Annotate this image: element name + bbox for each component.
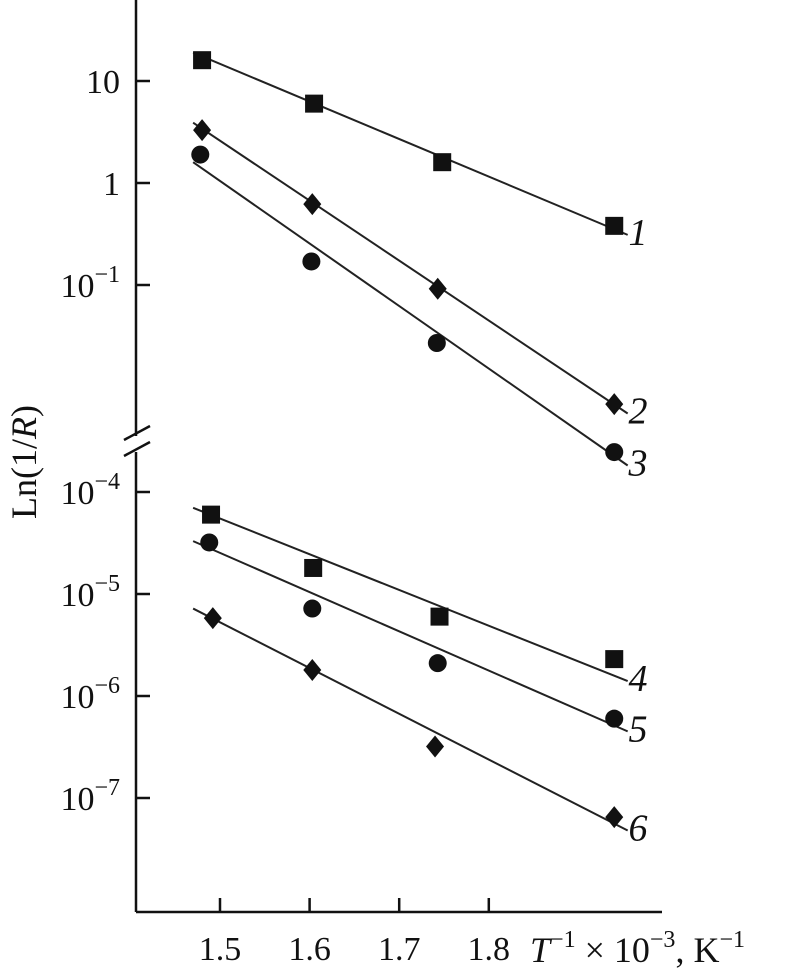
data-point-series-3 [302,252,321,271]
series-label-6: 6 [629,808,648,850]
x-tick-label: 1.8 [468,931,511,968]
data-markers [191,51,624,829]
data-point-series-3 [605,443,624,462]
fit-line-series-5 [192,540,629,733]
data-point-series-2 [605,393,624,416]
data-point-series-1 [305,94,324,113]
y-axis-title: Ln(1/R) [4,405,44,519]
data-point-series-2 [303,193,322,216]
data-point-series-2 [193,119,212,142]
x-axis-title: T−1 × 10−3, K−1 [530,927,745,970]
y-tick-label: 10−6 [60,673,120,716]
y-ticks: 10 1 10−1 10−4 10−5 10−6 10−7 [60,64,150,818]
data-point-series-3 [427,334,446,353]
data-point-series-5 [428,654,447,673]
data-point-series-6 [203,607,222,630]
data-point-series-5 [303,599,322,618]
y-tick-label: 10−5 [60,571,120,614]
x-tick-label: 1.5 [199,931,242,968]
y-tick-label: 10−1 [60,262,120,305]
fit-line-series-6 [192,607,629,832]
axis-break-mark [123,424,151,458]
data-point-series-5 [200,533,219,552]
fit-lines [192,51,629,832]
fit-line-series-1 [192,51,629,236]
fit-line-series-4 [192,506,629,683]
data-point-series-5 [605,709,624,728]
series-labels: 1 2 3 4 5 6 [628,212,648,850]
series-label-2: 2 [629,390,648,432]
series-label-3: 3 [628,442,648,484]
data-point-series-4 [304,558,323,577]
y-tick-label: 10−4 [60,469,120,512]
data-point-series-4 [202,505,221,524]
data-point-series-3 [191,145,210,164]
series-label-4: 4 [629,658,648,700]
data-point-series-1 [605,216,624,235]
y-tick-label: 10−7 [60,775,120,818]
y-tick-label: 1 [103,166,120,203]
x-ticks: 1.5 1.6 1.7 1.8 [199,898,510,968]
series-label-1: 1 [629,212,648,254]
data-point-series-1 [193,51,212,70]
data-point-series-6 [605,806,624,829]
x-tick-label: 1.6 [288,931,331,968]
data-point-series-4 [430,607,449,626]
data-point-series-6 [426,735,445,758]
x-tick-label: 1.7 [378,931,421,968]
data-point-series-1 [433,153,452,172]
y-tick-label: 10 [86,64,120,101]
data-point-series-4 [605,650,624,669]
fit-line-series-2 [192,121,629,415]
series-label-5: 5 [629,708,648,750]
fit-line-series-3 [192,161,629,467]
data-point-series-6 [303,658,322,681]
data-point-series-2 [428,277,447,300]
